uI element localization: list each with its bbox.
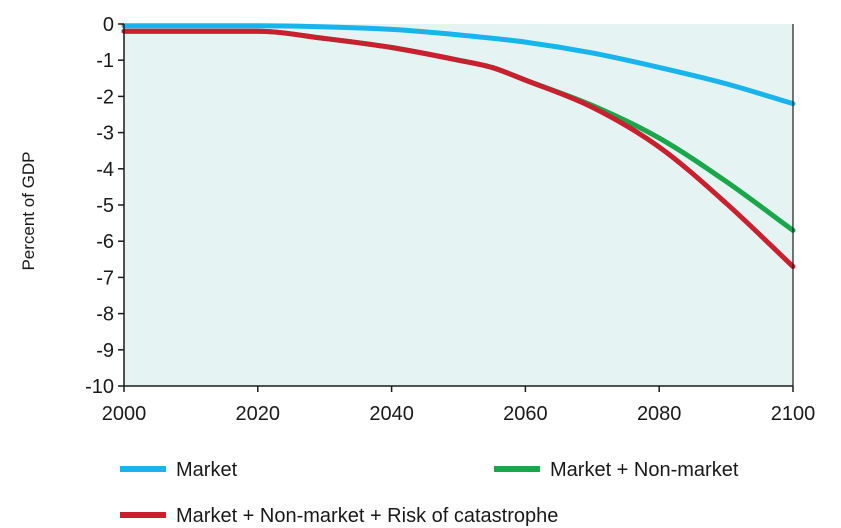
y-tick-label: -6 <box>96 231 114 253</box>
legend-label-1: Market <box>176 459 238 481</box>
y-tick-label: -1 <box>96 50 114 72</box>
legend-label-3: Market + Non-market + Risk of catastroph… <box>176 505 558 527</box>
series-line-3 <box>121 28 796 270</box>
y-tick-label: -9 <box>96 340 114 362</box>
y-tick-label: -2 <box>96 86 114 108</box>
x-tick-label: 2060 <box>503 403 548 425</box>
x-tick-label: 2100 <box>771 403 816 425</box>
x-tick-label: 2040 <box>369 403 414 425</box>
y-tick-label: 0 <box>103 14 114 36</box>
legend: Market Market + Non-market Market + Non-ma… <box>120 459 739 527</box>
series-line-1 <box>121 23 796 107</box>
y-tick-label: -4 <box>96 159 114 181</box>
axes: 0 -1 -2 -3 -4 -5 -6 -7 -8 -9 -10 2000 2020 2040 2060 20… <box>85 14 815 425</box>
y-tick-label: -8 <box>96 304 114 326</box>
plot-area <box>124 24 793 386</box>
x-tick-label: 2020 <box>236 403 281 425</box>
x-tick-label: 2080 <box>637 403 682 425</box>
y-tick-label: -10 <box>85 376 114 398</box>
legend-label-2: Market + Non-market <box>550 459 739 481</box>
y-tick-label: -3 <box>96 123 114 145</box>
x-tick-label: 2000 <box>102 403 147 425</box>
y-tick-label: -5 <box>96 195 114 217</box>
y-tick-label: -7 <box>96 267 114 289</box>
y-axis-label: Percent of GDP <box>19 151 38 270</box>
series-layer <box>121 23 796 270</box>
